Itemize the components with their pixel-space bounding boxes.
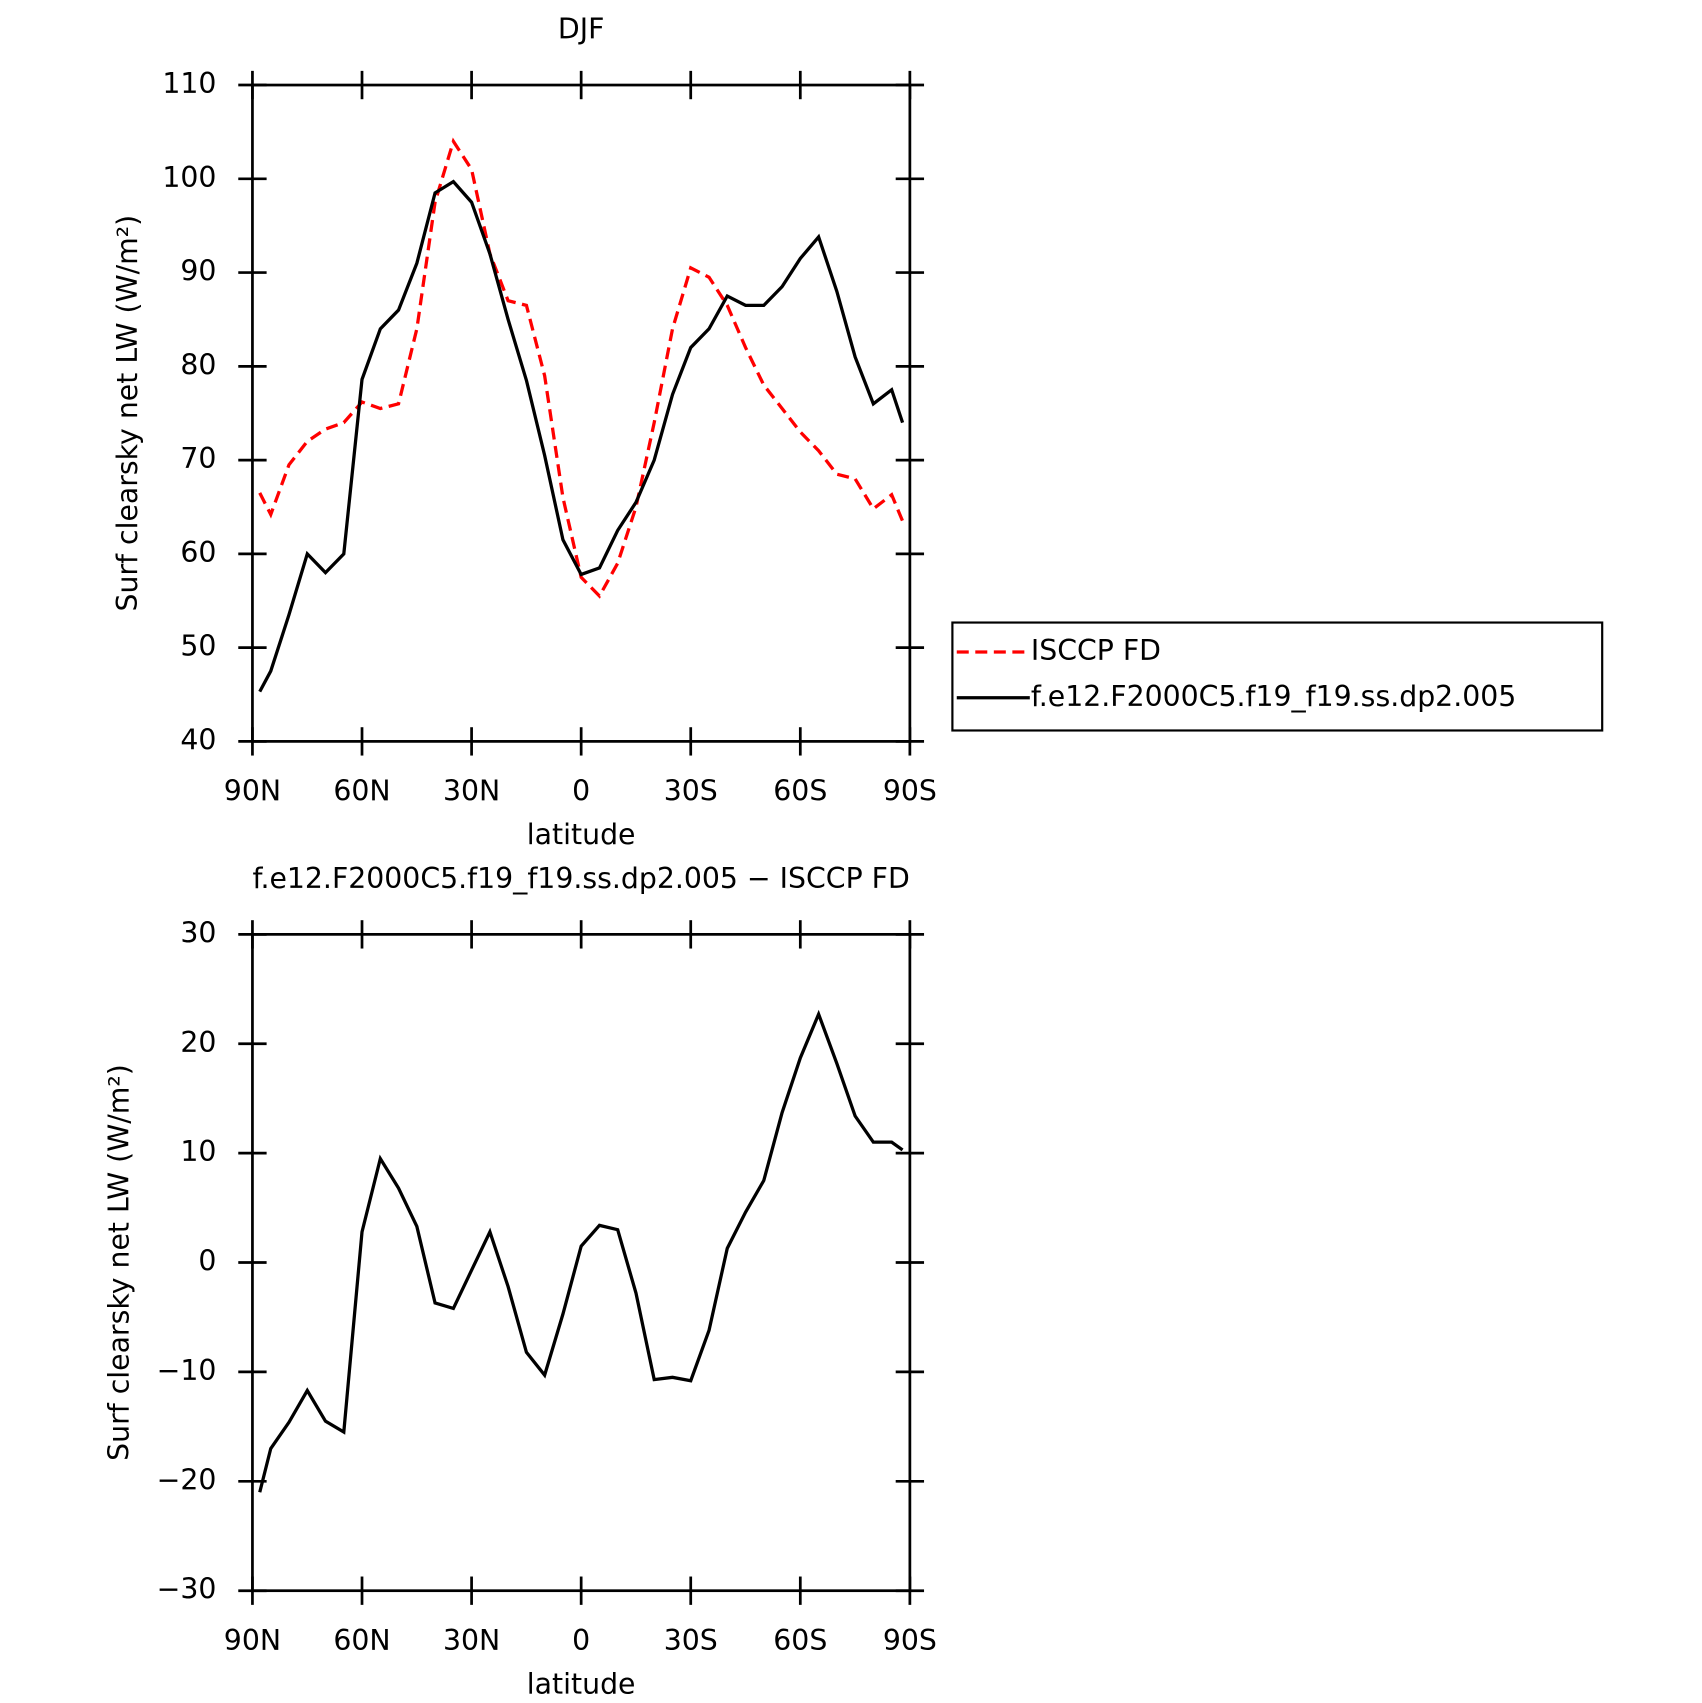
x-tick-label: 60S [773,1624,827,1657]
y-tick-label: 40 [180,723,216,756]
y-axis-label: Surf clearsky net LW (W/m²) [103,1064,136,1461]
data-line [258,137,905,599]
data-line [258,1009,904,1493]
x-tick-label: 30S [664,775,718,808]
x-tick-label: 30N [443,1624,500,1657]
y-tick-label: 110 [162,67,216,100]
y-tick-label: 80 [180,348,216,381]
x-tick-label: 30S [664,1624,718,1657]
y-tick-label: 90 [180,255,216,288]
y-tick-label: 50 [180,630,216,663]
legend-label: f.e12.F2000C5.f19_f19.ss.dp2.005 [1031,680,1516,713]
x-tick-label: 90S [883,1624,937,1657]
chart-title: f.e12.F2000C5.f19_f19.ss.dp2.005 − ISCCP… [253,862,910,895]
y-tick-label: 0 [198,1245,216,1278]
x-axis-label: latitude [527,1668,636,1701]
chart-title: DJF [558,13,604,46]
x-tick-label: 60N [333,775,390,808]
y-tick-label: −20 [157,1463,217,1496]
y-tick-label: 30 [180,916,216,949]
legend-label: ISCCP FD [1031,634,1161,667]
x-tick-label: 90S [883,775,937,808]
x-tick-label: 0 [572,1624,590,1657]
legend-box [951,621,1604,732]
data-line [258,179,905,693]
x-tick-label: 0 [572,775,590,808]
y-tick-label: −30 [157,1573,217,1606]
x-tick-label: 90N [224,1624,281,1657]
y-tick-label: 100 [162,161,216,194]
y-tick-label: 10 [180,1135,216,1168]
y-tick-label: 70 [180,442,216,475]
x-tick-label: 90N [224,775,281,808]
x-tick-label: 60S [773,775,827,808]
x-axis-label: latitude [527,818,636,851]
y-tick-label: 60 [180,536,216,569]
x-tick-label: 30N [443,775,500,808]
y-tick-label: 20 [180,1026,216,1059]
y-tick-label: −10 [157,1354,217,1387]
y-axis-label: Surf clearsky net LW (W/m²) [111,215,144,612]
x-tick-label: 60N [333,1624,390,1657]
